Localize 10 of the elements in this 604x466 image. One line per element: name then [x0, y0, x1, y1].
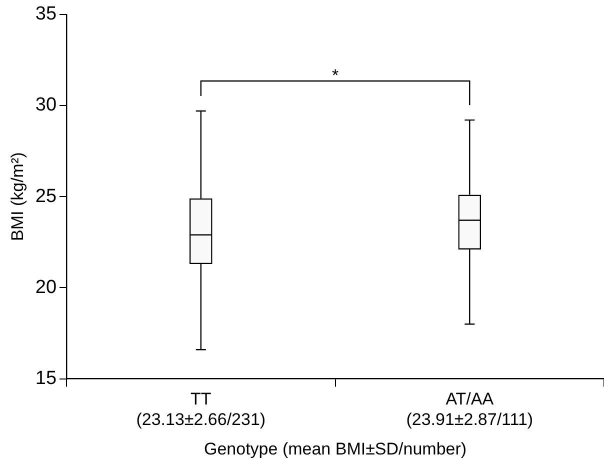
x-tick-label: TT (23.13±2.66/231) [136, 390, 266, 430]
x-axis-title: Genotype (mean BMI±SD/number) [204, 439, 467, 458]
y-tick-label: 25 [35, 186, 57, 207]
x-tick-label: AT/AA (23.91±2.87/111) [406, 390, 534, 430]
y-tick-label: 30 [35, 94, 57, 116]
y-tick-label: 15 [35, 368, 57, 390]
annotation: * [332, 66, 339, 86]
y-tick-label: 20 [35, 276, 57, 298]
y-tick-label: 35 [35, 4, 57, 25]
y-axis-title: BMI (kg/m²) [8, 152, 27, 241]
